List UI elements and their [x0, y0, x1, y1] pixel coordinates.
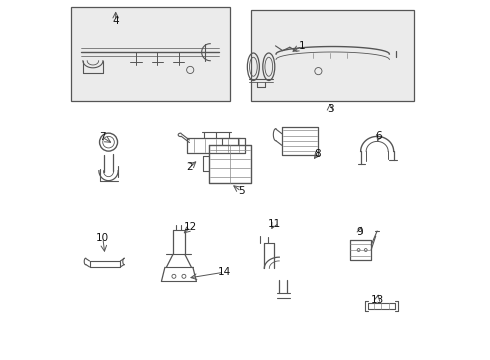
Text: 7: 7	[99, 132, 105, 142]
Text: 8: 8	[314, 149, 321, 159]
Text: 1: 1	[299, 41, 305, 51]
FancyBboxPatch shape	[251, 10, 414, 102]
Text: 3: 3	[327, 104, 333, 113]
Text: 13: 13	[370, 295, 384, 305]
Text: 11: 11	[268, 219, 281, 229]
Text: 14: 14	[218, 267, 231, 277]
Text: 10: 10	[96, 233, 109, 243]
FancyBboxPatch shape	[71, 7, 230, 102]
Text: 5: 5	[238, 186, 245, 197]
Text: 9: 9	[357, 227, 364, 237]
Text: 2: 2	[186, 162, 193, 172]
Text: 12: 12	[184, 222, 197, 232]
Text: 6: 6	[376, 131, 382, 141]
Text: 4: 4	[112, 16, 119, 26]
